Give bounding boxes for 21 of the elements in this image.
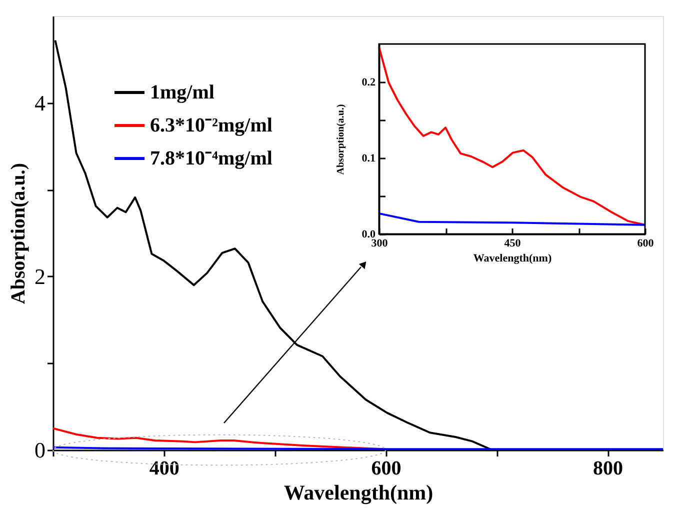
x-tick-label: 600: [637, 238, 654, 250]
x-axis-title: Wavelength(nm): [284, 480, 434, 504]
y-axis-title: Absorption(a.u.): [336, 104, 346, 175]
legend-label: 6.3*10⁻²mg/ml: [150, 114, 273, 136]
y-tick-label: 0: [34, 438, 46, 462]
y-tick-label: 2: [34, 264, 46, 289]
legend-label: 1mg/ml: [150, 82, 215, 104]
y-tick-label: 0.0: [362, 228, 376, 240]
y-tick-label: 0.2: [362, 76, 376, 88]
y-tick-label: 4: [34, 90, 46, 116]
x-tick-label: 450: [504, 238, 522, 250]
legend-label: 7.8*10⁻⁴mg/ml: [150, 148, 273, 170]
y-tick-label: 0.1: [362, 152, 376, 164]
x-axis-title: Wavelength(nm): [473, 252, 552, 264]
x-tick-label: 400: [149, 458, 180, 480]
x-tick-label: 600: [371, 458, 402, 480]
line-series: [378, 46, 646, 226]
y-axis-title: Absorption(a.u.): [8, 162, 30, 304]
x-tick-label: 300: [371, 238, 388, 250]
line-series: [378, 212, 646, 226]
x-tick-label: 800: [593, 458, 624, 480]
